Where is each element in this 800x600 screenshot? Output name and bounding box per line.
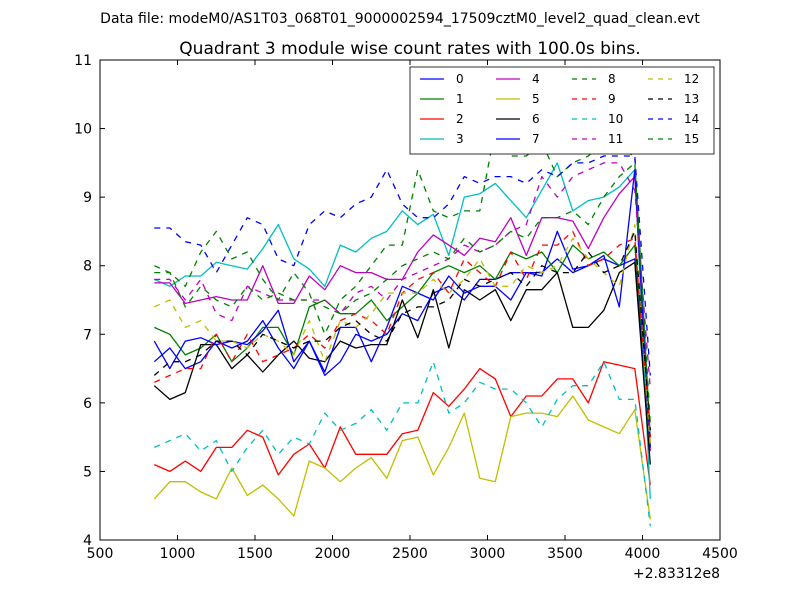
y-tick-label: 11 bbox=[74, 53, 92, 69]
series-line-13 bbox=[153, 230, 651, 431]
legend-label-1: 1 bbox=[456, 92, 464, 106]
x-tick-label: 1500 bbox=[237, 546, 273, 562]
y-tick-label: 6 bbox=[83, 396, 92, 412]
y-tick-label: 4 bbox=[83, 533, 92, 549]
x-tick-label: 4500 bbox=[702, 546, 738, 562]
x-tick-label: 3500 bbox=[547, 546, 583, 562]
series-line-15 bbox=[154, 162, 651, 424]
legend-label-5: 5 bbox=[532, 92, 540, 106]
y-tick-label: 7 bbox=[83, 327, 92, 343]
series-line-1 bbox=[154, 244, 651, 438]
legend-label-6: 6 bbox=[532, 112, 540, 126]
legend-label-10: 10 bbox=[608, 112, 623, 126]
legend-label-14: 14 bbox=[684, 112, 699, 126]
legend-label-11: 11 bbox=[608, 132, 623, 146]
figure-suptitle: Data file: modeM0/AS1T03_068T01_90000025… bbox=[100, 11, 700, 27]
y-tick-label: 5 bbox=[83, 464, 92, 480]
legend-label-0: 0 bbox=[456, 72, 464, 86]
legend-label-12: 12 bbox=[684, 72, 699, 86]
x-tick-label: 2500 bbox=[392, 546, 428, 562]
legend-label-2: 2 bbox=[456, 112, 464, 126]
series-line-11 bbox=[154, 162, 651, 390]
series-line-14 bbox=[154, 155, 651, 376]
legend-box bbox=[409, 66, 715, 155]
x-tick-label: 2000 bbox=[315, 546, 351, 562]
legend-label-4: 4 bbox=[532, 72, 540, 86]
y-tick-label: 10 bbox=[74, 122, 92, 138]
series-line-2 bbox=[154, 361, 651, 486]
series-line-12 bbox=[154, 223, 651, 445]
legend-label-3: 3 bbox=[456, 132, 464, 146]
x-tick-label: 500 bbox=[87, 546, 114, 562]
x-offset-label: +2.83312e8 bbox=[633, 566, 720, 582]
legend-label-9: 9 bbox=[608, 92, 616, 106]
legend-label-7: 7 bbox=[532, 132, 540, 146]
legend-label-13: 13 bbox=[684, 92, 699, 106]
x-tick-label: 4000 bbox=[625, 546, 661, 562]
series-line-3 bbox=[154, 162, 651, 499]
x-tick-label: 3000 bbox=[470, 546, 506, 562]
legend-label-8: 8 bbox=[608, 72, 616, 86]
x-tick-label: 1000 bbox=[160, 546, 196, 562]
series-line-6 bbox=[153, 261, 651, 465]
legend-label-15: 15 bbox=[684, 132, 699, 146]
series-line-7 bbox=[153, 169, 651, 448]
series-line-5 bbox=[153, 395, 651, 520]
chart-title: Quadrant 3 module wise count rates with … bbox=[179, 39, 640, 59]
series-layer bbox=[153, 127, 651, 527]
y-tick-label: 8 bbox=[83, 259, 92, 275]
ticks-layer: 500 1000 1500 2000 2500 3000 3500 4000 4500 4 5 6 7 8… bbox=[74, 53, 738, 562]
y-tick-label: 9 bbox=[83, 190, 92, 206]
